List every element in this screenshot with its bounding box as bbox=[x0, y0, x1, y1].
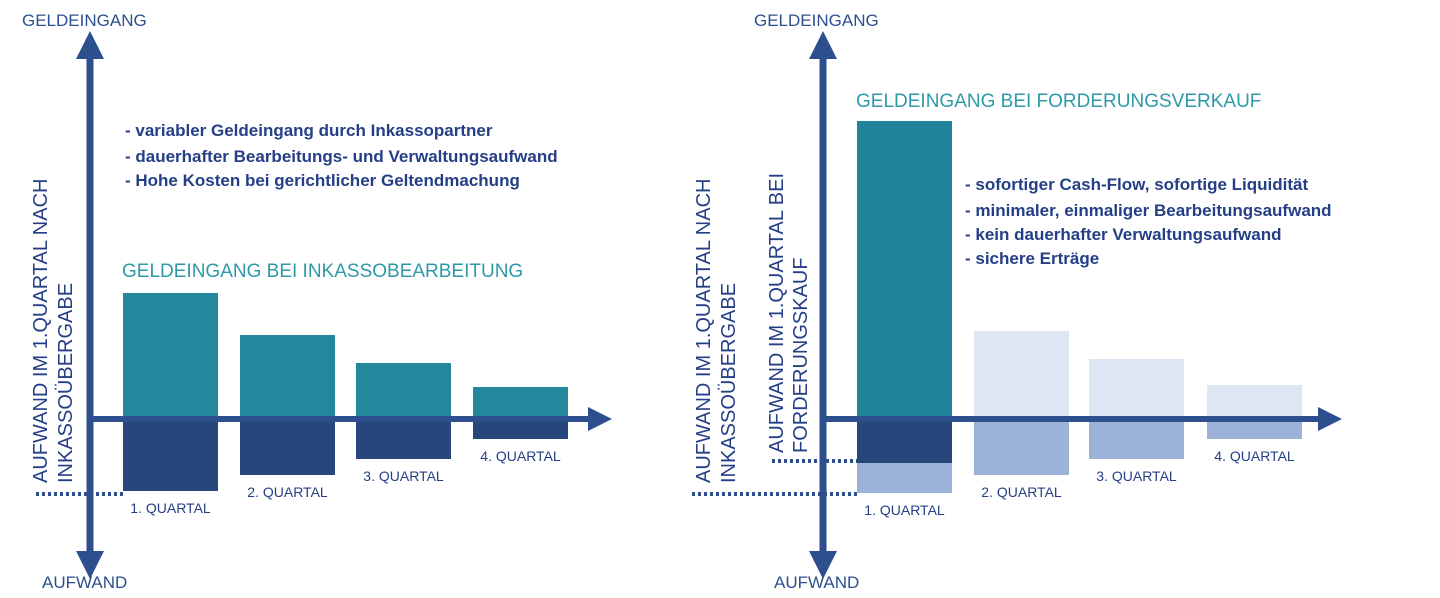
bar-aufwand-vergleich-right-1 bbox=[857, 463, 952, 493]
side-label-right-inner-line2: FORDERUNGSKAUF bbox=[790, 257, 812, 453]
bar-geldeingang-left-3 bbox=[356, 363, 451, 419]
note-right-4: - sichere Erträge bbox=[965, 249, 1099, 268]
bar-geldeingang-right-1 bbox=[857, 121, 952, 419]
note-left-1: - variabler Geldeingang durch Inkassopar… bbox=[125, 121, 493, 140]
bar-aufwand-left-1 bbox=[123, 419, 218, 491]
bar-geldeingang-right-2 bbox=[974, 331, 1069, 419]
bar-aufwand-left-2 bbox=[240, 419, 335, 475]
x-tick-label-left-2: 2. QUARTAL bbox=[247, 484, 328, 500]
chart-right: GELDEINGANG AUFWAND 1. QUARTAL 2. QUARTAL… bbox=[692, 11, 1342, 592]
x-tick-label-right-4: 4. QUARTAL bbox=[1214, 448, 1295, 464]
x-tick-label-left-3: 3. QUARTAL bbox=[363, 468, 444, 484]
bar-aufwand-right-1 bbox=[857, 419, 952, 463]
note-right-3: - kein dauerhafter Verwaltungsaufwand bbox=[965, 225, 1281, 244]
bar-aufwand-right-2 bbox=[974, 419, 1069, 475]
chart-left: GELDEINGANG AUFWAND 1. QUARTAL 2. QUARTAL… bbox=[22, 11, 612, 592]
bar-aufwand-right-3 bbox=[1089, 419, 1184, 459]
x-tick-label-left-4: 4. QUARTAL bbox=[480, 448, 561, 464]
bar-geldeingang-right-3 bbox=[1089, 359, 1184, 419]
bar-aufwand-right-4 bbox=[1207, 419, 1302, 439]
note-left-3: - Hohe Kosten bei gerichtlicher Geltendm… bbox=[125, 171, 520, 190]
bar-aufwand-left-3 bbox=[356, 419, 451, 459]
y-top-label-right: GELDEINGANG bbox=[754, 11, 879, 30]
note-right-2: - minimaler, einmaliger Bearbeitungsaufw… bbox=[965, 201, 1332, 220]
bar-geldeingang-right-4 bbox=[1207, 385, 1302, 419]
x-tick-label-right-3: 3. QUARTAL bbox=[1096, 468, 1177, 484]
note-left-2: - dauerhafter Bearbeitungs- und Verwaltu… bbox=[125, 147, 558, 166]
bar-aufwand-left-4 bbox=[473, 419, 568, 439]
bars-right: 1. QUARTAL 2. QUARTAL 3. QUARTAL 4. QUARTAL bbox=[857, 121, 1302, 518]
side-label-left-line2: INKASSOÜBERGABE bbox=[55, 283, 77, 483]
x-tick-label-left-1: 1. QUARTAL bbox=[130, 500, 211, 516]
series-title-right: GELDEINGANG BEI FORDERUNGSVERKAUF bbox=[856, 91, 1261, 112]
bar-geldeingang-left-4 bbox=[473, 387, 568, 419]
y-top-label-left: GELDEINGANG bbox=[22, 11, 147, 30]
side-label-left-line1: AUFWAND IM 1.QUARTAL NACH bbox=[30, 179, 52, 483]
x-tick-label-right-2: 2. QUARTAL bbox=[981, 484, 1062, 500]
side-label-right-outer-line1: AUFWAND IM 1.QUARTAL NACH bbox=[693, 179, 715, 483]
bar-geldeingang-left-1 bbox=[123, 293, 218, 419]
side-label-right-outer-line2: INKASSOÜBERGABE bbox=[718, 283, 740, 483]
x-tick-label-right-1: 1. QUARTAL bbox=[864, 502, 945, 518]
y-bottom-label-left: AUFWAND bbox=[42, 573, 127, 592]
bars-left: 1. QUARTAL 2. QUARTAL 3. QUARTAL 4. QUARTAL bbox=[123, 293, 568, 516]
series-title-left: GELDEINGANG BEI INKASSOBEARBEITUNG bbox=[122, 261, 523, 282]
y-bottom-label-right: AUFWAND bbox=[774, 573, 859, 592]
bar-geldeingang-left-2 bbox=[240, 335, 335, 419]
side-label-right-inner-line1: AUFWAND IM 1.QUARTAL BEI bbox=[766, 173, 788, 453]
note-right-1: - sofortiger Cash-Flow, sofortige Liquid… bbox=[965, 175, 1308, 194]
